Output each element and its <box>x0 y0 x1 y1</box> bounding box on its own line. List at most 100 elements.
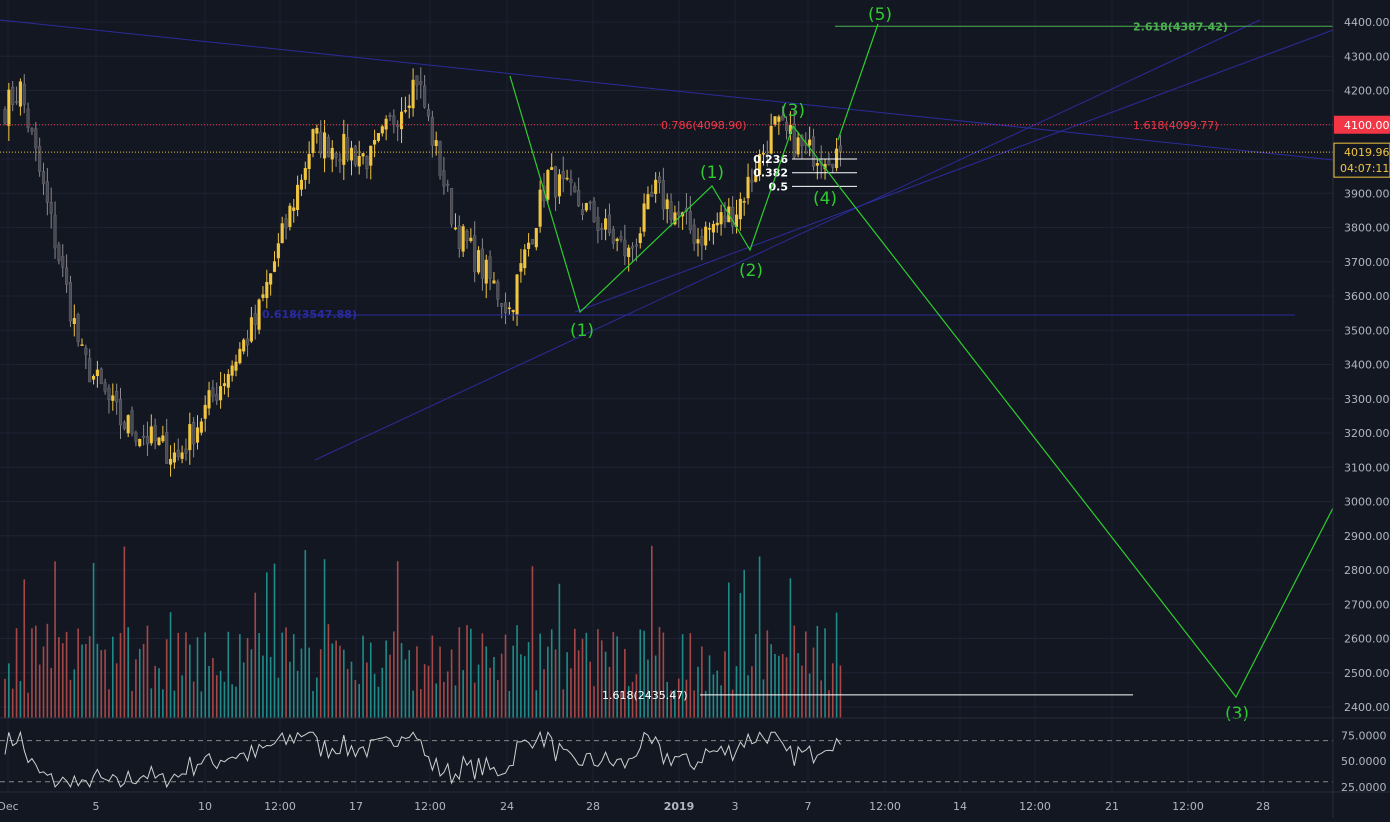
candle-body <box>118 398 123 426</box>
candle-body <box>157 437 161 445</box>
volume-bar <box>138 648 141 718</box>
candle-body <box>149 426 153 444</box>
time-tick-label: 21 <box>1105 800 1119 813</box>
volume-bar <box>173 690 176 718</box>
price-tick-label: 3600.00 <box>1344 290 1390 303</box>
volume-bar <box>585 632 588 718</box>
time-tick-label: 12:00 <box>1019 800 1051 813</box>
volume-bar <box>212 658 214 718</box>
volume-bar <box>393 631 395 718</box>
candle-body <box>673 212 677 225</box>
candle-body <box>330 147 334 160</box>
volume-bar <box>562 689 565 718</box>
candle-body <box>661 180 665 210</box>
volume-bar <box>408 650 411 718</box>
candle-body <box>219 386 223 401</box>
volume-bar <box>654 655 657 718</box>
volume-bar <box>570 668 572 718</box>
volume-bar <box>435 683 437 718</box>
candle-body <box>761 153 766 155</box>
price-tick-label: 3800.00 <box>1344 222 1390 235</box>
candle-body <box>484 259 488 284</box>
volume-bar <box>697 666 699 718</box>
volume-bar <box>396 561 399 718</box>
candle-body <box>111 395 115 401</box>
candle-body <box>511 309 515 313</box>
candle-body <box>246 338 250 346</box>
candle-body <box>396 125 400 128</box>
candle-body <box>415 75 419 86</box>
fib-2435-label: 1.618(2435.47) <box>602 689 688 702</box>
time-tick-label: Dec <box>0 800 19 813</box>
volume-bar <box>712 674 715 718</box>
candle-body <box>592 200 596 222</box>
countdown-badge-text: 04:07:11 <box>1340 162 1389 175</box>
candle-body <box>280 223 284 244</box>
volume-bar <box>685 679 688 718</box>
red-level-badge <box>1334 115 1390 134</box>
candle-body <box>369 145 373 166</box>
volume-bar <box>150 688 153 718</box>
time-tick-label: 3 <box>732 800 739 813</box>
volume-bar <box>604 651 607 718</box>
candle-body <box>126 415 130 434</box>
candle-body <box>315 127 319 134</box>
candle-body <box>627 247 631 258</box>
volume-bar <box>785 657 788 718</box>
candle-body <box>534 227 538 248</box>
candle-body <box>815 163 819 166</box>
price-tick-label: 3400.00 <box>1344 359 1390 372</box>
candle-body <box>84 347 88 355</box>
time-tick-label: 12:00 <box>264 800 296 813</box>
volume-bar <box>781 654 784 718</box>
volume-bar <box>69 679 72 718</box>
volume-bar <box>219 670 222 718</box>
volume-bar <box>19 681 22 718</box>
volume-bar <box>554 649 557 718</box>
volume-bar <box>389 654 391 718</box>
candle-body <box>473 235 477 272</box>
candle-body <box>376 133 380 141</box>
candle-body <box>546 170 550 200</box>
wave-label: (2) <box>739 261 763 281</box>
volume-bar <box>497 680 499 718</box>
candle-body <box>423 85 427 108</box>
volume-bar <box>704 690 707 718</box>
candle-body <box>234 361 238 371</box>
volume-bar <box>820 680 822 718</box>
volume-bar <box>766 630 769 718</box>
candle-body <box>153 424 157 442</box>
volume-bar <box>358 683 360 718</box>
volume-bar <box>527 642 530 718</box>
volume-bar <box>146 625 149 718</box>
volume-bar <box>339 645 341 718</box>
volume-bar <box>154 665 156 718</box>
volume-bar <box>208 665 210 718</box>
candle-body <box>142 435 146 438</box>
volume-bar <box>85 644 87 718</box>
volume-bar <box>558 583 561 718</box>
candle-body <box>65 267 69 285</box>
candle-body <box>253 313 257 325</box>
candle-body <box>638 233 642 244</box>
wave-path-4 <box>792 125 839 186</box>
candle-body <box>561 171 565 179</box>
volume-bar <box>477 664 480 718</box>
candle-body <box>311 129 315 154</box>
candle-body <box>188 424 192 451</box>
volume-bar <box>508 690 511 718</box>
volume-bar <box>350 661 353 718</box>
time-tick-label: 14 <box>953 800 967 813</box>
candle-body <box>222 383 226 386</box>
price-tick-label: 2800.00 <box>1344 564 1390 577</box>
volume-bar <box>42 646 45 718</box>
volume-bar <box>73 669 76 718</box>
candle-body <box>453 227 457 230</box>
wave-label: (3) <box>781 101 805 121</box>
volume-bar <box>35 625 37 718</box>
volume-bar <box>639 629 642 718</box>
candle-body <box>588 201 592 204</box>
candle-body <box>600 228 604 230</box>
